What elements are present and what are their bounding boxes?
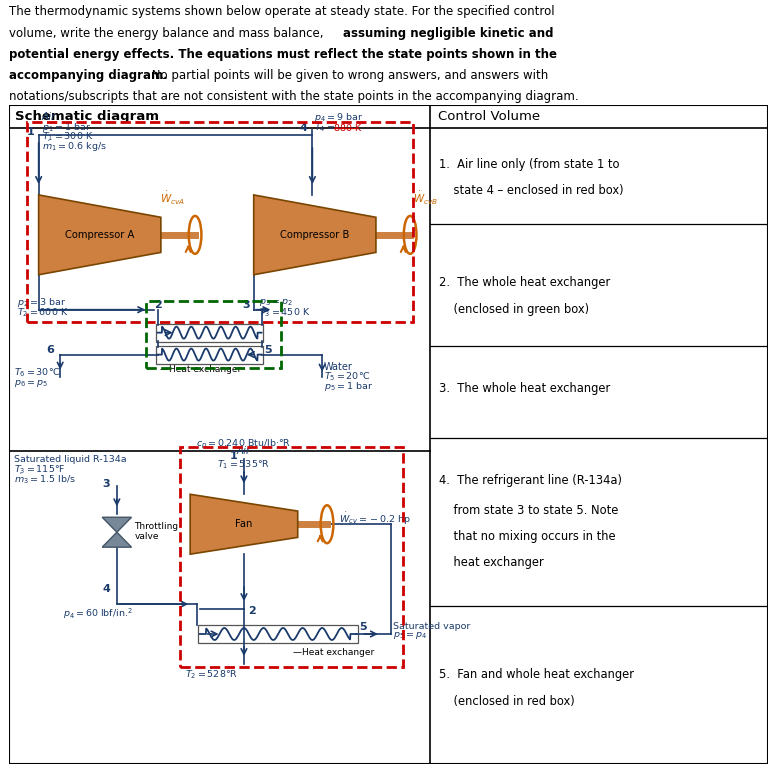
Text: $p_5 = p_4$: $p_5 = p_4$ bbox=[392, 631, 427, 642]
Bar bbox=[198, 625, 358, 643]
Text: accompanying diagram.: accompanying diagram. bbox=[9, 70, 168, 82]
Text: 2: 2 bbox=[154, 300, 162, 310]
Text: 3.  The whole heat exchanger: 3. The whole heat exchanger bbox=[439, 382, 611, 395]
Text: 4: 4 bbox=[102, 584, 110, 594]
Text: $T_2 = 600$ K: $T_2 = 600$ K bbox=[17, 306, 68, 319]
Text: 1: 1 bbox=[229, 451, 237, 461]
Text: $T_1 = 535$°R: $T_1 = 535$°R bbox=[218, 458, 270, 471]
Text: from state 3 to state 5. Note: from state 3 to state 5. Note bbox=[439, 504, 618, 516]
Text: $p_4 = 60$ lbf/in.$^2$: $p_4 = 60$ lbf/in.$^2$ bbox=[63, 607, 133, 621]
Text: that no mixing occurs in the: that no mixing occurs in the bbox=[439, 530, 616, 543]
Text: 880 K: 880 K bbox=[334, 124, 361, 133]
Text: $T_1 = 300$ K: $T_1 = 300$ K bbox=[42, 131, 93, 143]
Text: heat exchanger: heat exchanger bbox=[439, 557, 544, 570]
Text: (enclosed in red box): (enclosed in red box) bbox=[439, 695, 575, 707]
Text: —Heat exchanger: —Heat exchanger bbox=[160, 365, 241, 373]
Text: Compressor A: Compressor A bbox=[65, 230, 134, 240]
Text: volume, write the energy balance and mass balance,: volume, write the energy balance and mas… bbox=[9, 26, 328, 39]
Text: 5: 5 bbox=[264, 345, 272, 355]
Text: 1: 1 bbox=[27, 127, 35, 137]
Text: No partial points will be given to wrong answers, and answers with: No partial points will be given to wrong… bbox=[148, 70, 549, 82]
Text: 6: 6 bbox=[47, 345, 54, 355]
Text: valve: valve bbox=[134, 532, 159, 540]
Text: $\dot{m}_1 = 0.6$ kg/s: $\dot{m}_1 = 0.6$ kg/s bbox=[42, 140, 106, 154]
Text: $T_2 = 528$°R: $T_2 = 528$°R bbox=[185, 669, 239, 681]
Polygon shape bbox=[103, 517, 131, 533]
Polygon shape bbox=[254, 195, 376, 274]
Text: —Heat exchanger: —Heat exchanger bbox=[293, 648, 374, 657]
Bar bbox=[156, 324, 263, 342]
Text: $T_5 = 20$°C: $T_5 = 20$°C bbox=[324, 370, 371, 383]
Text: Water: Water bbox=[324, 362, 353, 372]
Text: $\dot{m}_3 = 1.5$ lb/s: $\dot{m}_3 = 1.5$ lb/s bbox=[14, 472, 76, 486]
Text: $\dot{W}_{cvB}$: $\dot{W}_{cvB}$ bbox=[413, 190, 438, 207]
Text: notations/subscripts that are not consistent with the state points in the accomp: notations/subscripts that are not consis… bbox=[9, 90, 579, 104]
Text: The thermodynamic systems shown below operate at steady state. For the specified: The thermodynamic systems shown below op… bbox=[9, 5, 555, 19]
Text: (enclosed in green box): (enclosed in green box) bbox=[439, 303, 590, 316]
Text: $T_3 = 115$°F: $T_3 = 115$°F bbox=[14, 463, 66, 475]
Text: 5: 5 bbox=[359, 622, 367, 632]
Text: 4.  The refrigerant line (R-134a): 4. The refrigerant line (R-134a) bbox=[439, 474, 622, 487]
Text: Fan: Fan bbox=[235, 519, 253, 530]
Text: 2: 2 bbox=[248, 606, 256, 616]
Bar bbox=[180, 448, 403, 667]
Text: assuming negligible kinetic and: assuming negligible kinetic and bbox=[343, 26, 553, 39]
Text: 3: 3 bbox=[242, 300, 250, 310]
Polygon shape bbox=[39, 195, 161, 274]
Text: Saturated vapor: Saturated vapor bbox=[392, 621, 470, 631]
Polygon shape bbox=[190, 494, 298, 554]
Text: Air: Air bbox=[237, 446, 251, 456]
Text: potential energy effects. The equations must reflect the state points shown in t: potential energy effects. The equations … bbox=[9, 48, 557, 61]
Text: Saturated liquid R-134a: Saturated liquid R-134a bbox=[14, 455, 127, 464]
Text: $c_p = 0.240$ Btu/lb·°R: $c_p = 0.240$ Btu/lb·°R bbox=[197, 438, 291, 451]
Text: $\dot{W}_{cvA}$: $\dot{W}_{cvA}$ bbox=[160, 190, 185, 207]
Text: 1.  Air line only (from state 1 to: 1. Air line only (from state 1 to bbox=[439, 158, 620, 171]
Bar bbox=[27, 122, 413, 322]
Text: 5.  Fan and whole heat exchanger: 5. Fan and whole heat exchanger bbox=[439, 669, 634, 681]
Text: $p_6 = p_5$: $p_6 = p_5$ bbox=[14, 378, 48, 389]
Polygon shape bbox=[103, 533, 131, 547]
Bar bbox=[156, 346, 263, 363]
Text: $T_6 = 30$°C: $T_6 = 30$°C bbox=[14, 366, 61, 379]
Text: Control Volume: Control Volume bbox=[437, 110, 540, 123]
Text: $p_5 = 1$ bar: $p_5 = 1$ bar bbox=[324, 380, 373, 393]
Text: Throttling: Throttling bbox=[134, 522, 179, 531]
Text: $T_4 =$: $T_4 =$ bbox=[315, 122, 336, 135]
Text: Compressor B: Compressor B bbox=[280, 230, 350, 240]
Text: $p_4 = 9$ bar: $p_4 = 9$ bar bbox=[315, 111, 364, 124]
Text: 4: 4 bbox=[300, 123, 308, 133]
Text: 3: 3 bbox=[103, 479, 110, 489]
Text: $\dot{W}_{cv} = -0.2$ hp: $\dot{W}_{cv} = -0.2$ hp bbox=[339, 511, 410, 527]
Text: $T_3 = 450$ K: $T_3 = 450$ K bbox=[259, 306, 310, 319]
Text: state 4 – enclosed in red box): state 4 – enclosed in red box) bbox=[439, 184, 624, 197]
Text: $p_1 = 1$ bar: $p_1 = 1$ bar bbox=[42, 121, 91, 134]
Text: Air: Air bbox=[42, 112, 56, 122]
Text: 2.  The whole heat exchanger: 2. The whole heat exchanger bbox=[439, 277, 611, 289]
Text: Schematic diagram: Schematic diagram bbox=[16, 110, 159, 123]
Text: $p_3 = p_2$: $p_3 = p_2$ bbox=[259, 297, 292, 308]
Bar bbox=[146, 301, 281, 368]
Text: $p_2 = 3$ bar: $p_2 = 3$ bar bbox=[17, 296, 66, 309]
